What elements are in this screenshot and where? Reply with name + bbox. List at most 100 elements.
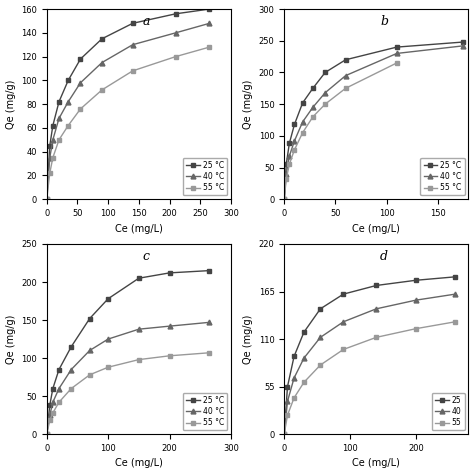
55 °C — [207, 350, 212, 356]
25 °C — [343, 57, 348, 63]
Legend: 25 °C, 40 °C, 55 °C: 25 °C, 40 °C, 55 °C — [183, 392, 227, 430]
25 — [413, 277, 419, 283]
40 °C — [207, 319, 212, 325]
Y-axis label: Qe (mg/g): Qe (mg/g) — [6, 80, 16, 129]
Legend: 25 °C, 40 °C, 55 °C: 25 °C, 40 °C, 55 °C — [183, 158, 227, 195]
25 — [453, 274, 458, 280]
25 — [341, 291, 346, 297]
25 °C — [50, 386, 55, 392]
Line: 55 °C: 55 °C — [44, 350, 212, 437]
25 °C — [286, 141, 292, 146]
25 °C — [78, 56, 83, 62]
55 °C — [50, 155, 55, 161]
25 — [285, 384, 291, 390]
40 °C — [283, 171, 289, 177]
25 °C — [44, 196, 50, 202]
55 °C — [56, 137, 62, 143]
Line: 40 °C: 40 °C — [44, 320, 212, 437]
Line: 55: 55 — [282, 319, 458, 437]
Text: b: b — [380, 15, 388, 28]
40 °C — [343, 73, 348, 79]
55 °C — [136, 357, 142, 363]
40 — [453, 291, 458, 297]
55 °C — [286, 162, 292, 167]
25 °C — [460, 39, 466, 45]
Line: 25 °C: 25 °C — [44, 7, 212, 201]
40 °C — [394, 51, 400, 56]
55 °C — [300, 130, 305, 136]
40 — [413, 297, 419, 303]
55 — [453, 319, 458, 325]
40 °C — [322, 90, 328, 96]
25 — [301, 329, 307, 335]
X-axis label: Ce (mg/L): Ce (mg/L) — [115, 224, 163, 234]
40 °C — [130, 42, 136, 47]
55 °C — [282, 196, 287, 202]
55 °C — [105, 365, 111, 370]
25 °C — [300, 100, 305, 106]
40 °C — [78, 80, 83, 86]
25 °C — [322, 70, 328, 75]
40 — [374, 306, 379, 312]
55 °C — [99, 87, 105, 93]
55 °C — [283, 176, 289, 182]
40 °C — [56, 386, 62, 392]
25 °C — [207, 6, 212, 12]
40 — [282, 431, 287, 437]
Line: 25: 25 — [282, 274, 458, 437]
25 °C — [50, 123, 55, 128]
25 °C — [207, 268, 212, 273]
55 °C — [78, 106, 83, 112]
25 °C — [47, 402, 53, 408]
25 — [291, 354, 297, 359]
40 — [341, 319, 346, 325]
55 °C — [130, 68, 136, 74]
55 °C — [47, 418, 53, 423]
55 °C — [167, 353, 173, 359]
25 °C — [173, 11, 179, 17]
25 °C — [167, 270, 173, 276]
55 °C — [292, 147, 297, 153]
Y-axis label: Qe (mg/g): Qe (mg/g) — [243, 314, 253, 364]
55 — [374, 335, 379, 340]
40 °C — [300, 119, 305, 125]
40 °C — [50, 400, 55, 405]
Line: 40: 40 — [282, 292, 458, 437]
Text: c: c — [143, 250, 149, 263]
Line: 40 °C: 40 °C — [44, 21, 212, 201]
Line: 55 °C: 55 °C — [44, 45, 212, 201]
25 °C — [105, 296, 111, 301]
55 °C — [343, 85, 348, 91]
55 — [282, 431, 287, 437]
40 °C — [50, 137, 55, 143]
40 °C — [292, 138, 297, 144]
55 °C — [322, 101, 328, 107]
25 °C — [56, 99, 62, 105]
25 — [318, 306, 323, 312]
40 °C — [44, 196, 50, 202]
55 °C — [65, 123, 71, 128]
40 °C — [44, 431, 50, 437]
25 — [282, 431, 287, 437]
25 °C — [56, 367, 62, 373]
X-axis label: Ce (mg/L): Ce (mg/L) — [352, 224, 400, 234]
55 °C — [44, 196, 50, 202]
40 °C — [68, 367, 74, 373]
25 °C — [87, 316, 92, 321]
X-axis label: Ce (mg/L): Ce (mg/L) — [352, 458, 400, 468]
40 °C — [173, 30, 179, 36]
55 — [301, 380, 307, 385]
Legend: 25 °C, 40 °C, 55 °C: 25 °C, 40 °C, 55 °C — [420, 158, 465, 195]
Line: 25 °C: 25 °C — [282, 40, 466, 201]
25 °C — [47, 143, 53, 149]
55 °C — [44, 431, 50, 437]
X-axis label: Ce (mg/L): Ce (mg/L) — [115, 458, 163, 468]
40 °C — [136, 326, 142, 332]
25 °C — [292, 122, 297, 128]
40 — [285, 399, 291, 404]
40 °C — [167, 323, 173, 329]
40 °C — [282, 196, 287, 202]
40 °C — [47, 155, 53, 161]
25 °C — [68, 344, 74, 349]
Y-axis label: Qe (mg/g): Qe (mg/g) — [243, 80, 253, 129]
